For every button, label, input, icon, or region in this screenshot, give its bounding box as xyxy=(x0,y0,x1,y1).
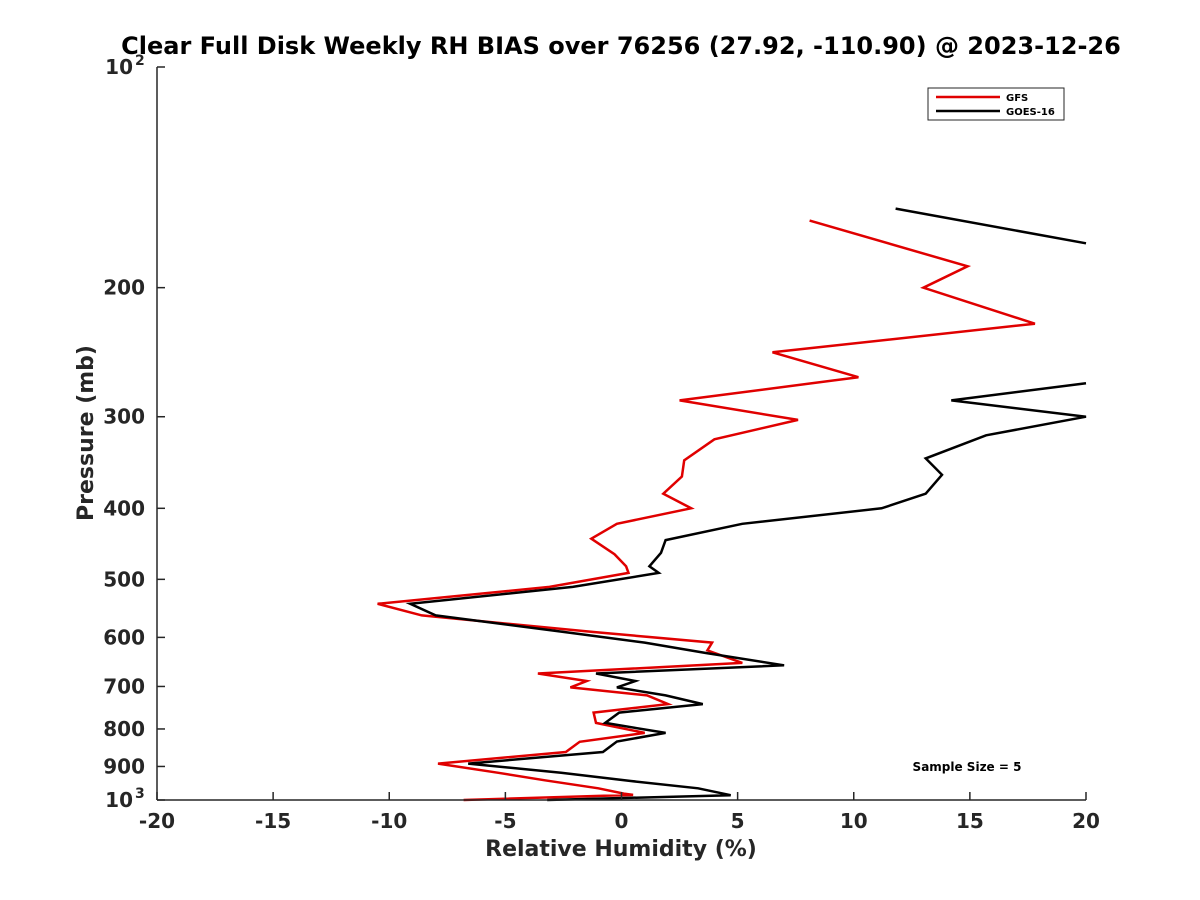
y-tick-label: 300 xyxy=(103,405,145,429)
x-tick-label: -10 xyxy=(371,809,407,833)
y-tick-label: 600 xyxy=(103,625,145,649)
x-tick-label: 10 xyxy=(840,809,868,833)
x-tick-label: -20 xyxy=(139,809,175,833)
y-axis-label: Pressure (mb) xyxy=(74,345,99,521)
y-tick-label: 800 xyxy=(103,717,145,741)
y-tick-label: 200 xyxy=(103,276,145,300)
y-tick-label: 500 xyxy=(103,567,145,591)
legend-label-gfs: GFS xyxy=(1006,93,1028,104)
x-tick-label: -5 xyxy=(494,809,516,833)
series-line-goes-16 xyxy=(405,381,1087,802)
plot-area xyxy=(157,67,1086,800)
y-tick-exponent: 3 xyxy=(135,786,145,802)
series-layer xyxy=(377,207,1087,802)
y-tick-label: 700 xyxy=(103,674,145,698)
x-tick-label: 0 xyxy=(615,809,629,833)
x-tick-label: 15 xyxy=(956,809,984,833)
x-tick-label: 20 xyxy=(1072,809,1100,833)
y-tick-label: 900 xyxy=(103,754,145,778)
x-axis-label: Relative Humidity (%) xyxy=(485,837,757,862)
x-tick-label: -15 xyxy=(255,809,291,833)
legend: GFS GOES-16 xyxy=(927,87,1065,121)
sample-size-annotation: Sample Size = 5 xyxy=(913,760,1022,774)
y-tick-label: 400 xyxy=(103,496,145,520)
x-tick-label: 5 xyxy=(731,809,745,833)
x-axis-ticks: -20 -15 -10 -5 0 5 10 15 20 xyxy=(139,792,1100,833)
series-line-goes-16 xyxy=(895,207,1087,245)
chart-title: Clear Full Disk Weekly RH BIAS over 7625… xyxy=(121,32,1121,60)
legend-label-goes-16: GOES-16 xyxy=(1006,107,1055,118)
y-tick-label: 10 xyxy=(105,788,133,812)
y-tick-label: 10 xyxy=(105,55,133,79)
legend-box xyxy=(927,87,1065,121)
y-tick-exponent: 2 xyxy=(135,53,145,69)
